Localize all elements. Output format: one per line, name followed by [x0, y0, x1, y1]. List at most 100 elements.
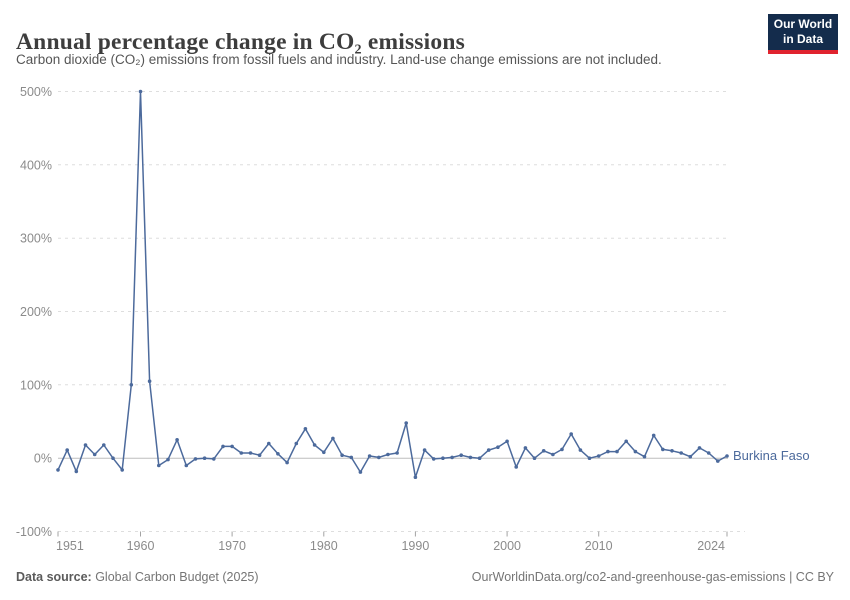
data-point[interactable] — [166, 457, 170, 462]
data-point[interactable] — [331, 436, 335, 441]
data-point[interactable] — [102, 443, 106, 447]
series-burkina-faso[interactable] — [56, 89, 729, 480]
data-point[interactable] — [312, 443, 317, 447]
data-point[interactable] — [523, 446, 528, 450]
data-point[interactable] — [431, 457, 436, 461]
data-point[interactable] — [56, 468, 60, 472]
data-source-label: Data source: — [16, 570, 92, 584]
data-point[interactable] — [496, 445, 500, 450]
data-point[interactable] — [486, 448, 491, 452]
data-point[interactable] — [725, 454, 729, 458]
data-point[interactable] — [661, 447, 665, 452]
data-point[interactable] — [147, 379, 152, 384]
data-point[interactable] — [532, 456, 537, 461]
data-point[interactable] — [303, 427, 308, 431]
owid-logo-box: Our World in Data — [768, 14, 838, 50]
data-point[interactable] — [349, 455, 354, 460]
data-point[interactable] — [560, 447, 564, 452]
data-point[interactable] — [377, 455, 381, 460]
data-point[interactable] — [606, 449, 610, 454]
owid-logo-line1: Our World — [773, 17, 833, 31]
data-point[interactable] — [651, 433, 656, 438]
data-point[interactable] — [157, 463, 161, 468]
chart-subtitle: Carbon dioxide (CO₂) emissions from foss… — [16, 52, 662, 67]
data-point[interactable] — [450, 455, 454, 460]
data-point[interactable] — [322, 450, 326, 455]
y-tick-label: -100% — [16, 525, 52, 539]
data-point[interactable] — [83, 443, 88, 447]
data-point[interactable] — [248, 451, 253, 455]
data-point[interactable] — [551, 452, 555, 457]
x-tick-label: 2010 — [585, 539, 613, 553]
data-point[interactable] — [514, 465, 518, 469]
data-point[interactable] — [441, 456, 445, 461]
owid-logo[interactable]: Our World in Data — [768, 14, 838, 54]
x-tick-label: 1970 — [218, 539, 246, 553]
chart-canvas[interactable]: -100%0%100%200%300%400%500%1951 1960 1970 1… — [0, 0, 850, 560]
data-point[interactable] — [193, 457, 198, 461]
data-point[interactable] — [65, 448, 69, 452]
data-point[interactable] — [642, 454, 647, 459]
data-point[interactable] — [267, 441, 271, 446]
data-point[interactable] — [633, 449, 638, 454]
data-point[interactable] — [358, 470, 363, 474]
data-point[interactable] — [706, 451, 711, 455]
data-source-value: Global Carbon Budget (2025) — [91, 570, 259, 584]
data-source: Data source: Global Carbon Budget (2025) — [16, 570, 259, 584]
data-point[interactable] — [92, 452, 97, 457]
data-point[interactable] — [679, 451, 683, 455]
x-tick-label: 2024 — [697, 539, 725, 553]
data-point[interactable] — [74, 469, 79, 474]
x-tick-label: 1980 — [310, 539, 338, 553]
data-point[interactable] — [175, 438, 179, 442]
data-point[interactable] — [422, 448, 427, 452]
data-point[interactable] — [221, 444, 225, 449]
series-line — [57, 90, 728, 478]
data-point[interactable] — [294, 441, 299, 446]
data-point[interactable] — [184, 463, 189, 468]
data-point[interactable] — [230, 444, 234, 449]
data-point[interactable] — [257, 453, 262, 458]
data-point[interactable] — [569, 432, 573, 436]
data-point[interactable] — [395, 451, 399, 455]
data-point[interactable] — [587, 456, 592, 461]
data-point[interactable] — [624, 439, 628, 444]
x-tick-label: 2000 — [493, 539, 521, 553]
data-point[interactable] — [285, 460, 289, 465]
data-point[interactable] — [111, 456, 115, 461]
x-tick-label: 1951 — [56, 539, 84, 553]
data-point[interactable] — [468, 455, 473, 460]
data-point[interactable] — [596, 454, 601, 458]
data-point[interactable] — [212, 457, 216, 461]
data-point[interactable] — [129, 383, 134, 387]
data-point[interactable] — [459, 453, 464, 458]
data-point[interactable] — [477, 456, 482, 461]
data-point[interactable] — [505, 439, 509, 444]
data-point[interactable] — [697, 446, 702, 450]
data-point[interactable] — [367, 454, 372, 458]
data-point[interactable] — [138, 89, 143, 94]
page-title: Annual percentage change in CO₂ emission… — [16, 28, 465, 55]
data-point[interactable] — [413, 475, 418, 480]
series-entity-label[interactable]: Burkina Faso — [733, 448, 810, 463]
owid-logo-line2: in Data — [782, 32, 823, 46]
data-point[interactable] — [202, 456, 207, 461]
owid-logo-accent-bar — [768, 50, 838, 54]
y-tick-label: 500% — [20, 85, 52, 99]
data-point[interactable] — [541, 449, 546, 453]
data-point[interactable] — [578, 448, 583, 452]
data-point[interactable] — [276, 452, 280, 456]
data-point[interactable] — [688, 454, 693, 459]
data-point[interactable] — [716, 459, 720, 463]
x-axis: 1951 1960 1970 1980 1990 2000 2010 2024 — [56, 531, 728, 553]
y-tick-label: 0% — [34, 452, 52, 466]
data-point[interactable] — [120, 468, 124, 472]
data-point[interactable] — [670, 449, 674, 453]
data-point[interactable] — [239, 451, 244, 455]
data-point[interactable] — [340, 453, 344, 458]
data-point[interactable] — [386, 452, 390, 457]
data-point[interactable] — [404, 421, 409, 425]
footer-link[interactable]: OurWorldinData.org/co2-and-greenhouse-ga… — [471, 570, 834, 584]
data-point[interactable] — [615, 449, 619, 454]
